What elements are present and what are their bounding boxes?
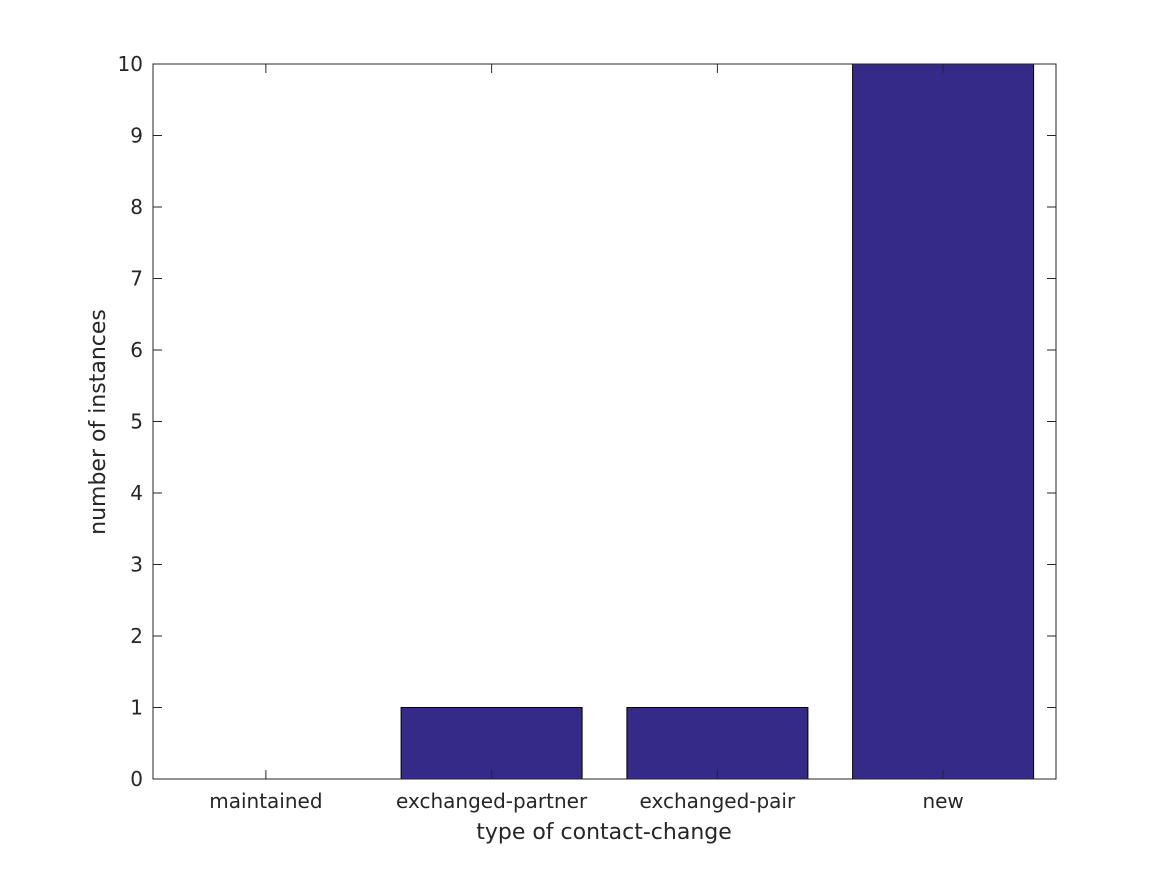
y-tick-label: 7 (130, 267, 143, 291)
y-tick-label: 4 (130, 481, 143, 505)
x-tick-label: maintained (209, 789, 322, 813)
bar-exchanged-pair (626, 707, 809, 780)
tick-labels-layer: 0 1 2 3 4 5 6 7 8 9 10 maintained exchanged-partner e… (118, 52, 964, 813)
plot-frame (152, 63, 1057, 780)
y-tick-label: 10 (118, 52, 143, 76)
y-tick-label: 9 (130, 124, 143, 148)
x-axis-label: type of contact-change (476, 820, 732, 845)
x-tick-label: new (922, 789, 963, 813)
y-tick-label: 3 (130, 553, 143, 577)
bar-new (852, 63, 1035, 780)
x-tick-label: exchanged-partner (396, 789, 588, 813)
y-tick-label: 6 (130, 338, 143, 362)
y-tick-label: 1 (130, 696, 143, 720)
y-tick-label: 5 (130, 410, 143, 434)
y-axis-label: number of instances (86, 309, 111, 535)
x-tick-label: exchanged-pair (640, 789, 796, 813)
bar-exchanged-partner (400, 707, 583, 780)
y-tick-label: 0 (130, 767, 143, 791)
y-tick-label: 8 (130, 195, 143, 219)
bars-layer (400, 63, 1035, 780)
y-tick-label: 2 (130, 624, 143, 648)
